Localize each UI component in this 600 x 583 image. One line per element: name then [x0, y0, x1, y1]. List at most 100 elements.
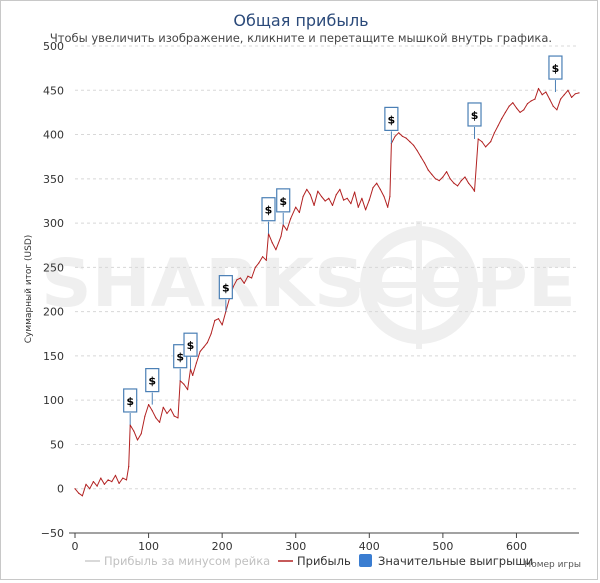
legend-box-swatch: [359, 554, 372, 567]
big-win-flag[interactable]: $: [218, 275, 233, 312]
profit-point: [389, 195, 391, 198]
flag-label: $: [222, 282, 230, 295]
profit-point: [192, 374, 194, 376]
profit-point: [354, 191, 356, 193]
profit-point: [125, 479, 128, 481]
profit-point: [114, 474, 117, 476]
flag-box: [218, 275, 233, 300]
big-win-flag[interactable]: $: [548, 55, 563, 93]
profit-point: [556, 109, 558, 111]
big-win-flag[interactable]: $: [467, 102, 482, 139]
profit-point: [159, 421, 161, 423]
profit-point: [295, 206, 297, 208]
profit-point: [302, 195, 304, 198]
y-tick-label: 300: [43, 217, 64, 230]
profit-point: [431, 173, 433, 175]
y-axis-ticks: −50 0 50 100 150 200 250 300 350 400 450 500: [41, 40, 64, 540]
profit-point: [534, 98, 536, 100]
profit-point: [468, 182, 470, 184]
profit-point: [331, 204, 334, 206]
y-axis-label: Суммарный итог (USD): [24, 235, 34, 344]
big-win-flag[interactable]: $: [276, 188, 291, 225]
profit-point: [335, 194, 337, 196]
big-win-flag[interactable]: $: [183, 332, 198, 370]
flag-label: $: [187, 339, 195, 352]
big-win-flag[interactable]: $: [145, 368, 160, 405]
x-tick-label: 400: [359, 540, 380, 553]
legend-item[interactable]: Значительные выигрыши: [359, 554, 533, 568]
legend-label: Прибыль: [297, 554, 351, 568]
watermark: SHARKSCOPE: [41, 221, 576, 349]
profit-point: [560, 98, 562, 100]
profit-point: [376, 182, 378, 184]
chart-subtitle: Чтобы увеличить изображение, кликните и …: [50, 31, 552, 45]
big-win-flag[interactable]: $: [384, 106, 399, 144]
profit-point: [89, 488, 91, 490]
profit-point: [383, 195, 385, 198]
big-win-markers: $$$$$$$$ $$: [123, 55, 563, 425]
profit-point: [280, 235, 282, 237]
profit-point: [515, 107, 518, 109]
profit-point: [442, 176, 444, 178]
profit-point: [523, 109, 525, 111]
profit-point: [247, 275, 249, 277]
profit-point: [122, 477, 124, 479]
profit-point: [221, 324, 223, 326]
flag-box: [123, 388, 138, 413]
legend-item[interactable]: Прибыль: [278, 554, 351, 568]
legend-item[interactable]: Прибыль за минусом рейка: [85, 554, 270, 568]
profit-point: [151, 410, 153, 412]
profit-point: [313, 204, 315, 206]
y-tick-label: 450: [43, 84, 64, 97]
profit-point: [346, 197, 348, 199]
profit-point: [210, 333, 212, 335]
x-axis-ticks: 0 100 200 300 400 500 600: [72, 533, 527, 553]
profit-point: [446, 171, 448, 173]
flag-box: [261, 197, 276, 222]
profit-point: [74, 488, 76, 490]
big-win-flag[interactable]: $: [261, 197, 276, 234]
profit-point: [133, 430, 135, 432]
profit-point: [387, 206, 389, 208]
profit-point: [239, 277, 242, 279]
profit-point: [357, 206, 359, 208]
profit-point: [324, 200, 326, 202]
profit-point: [286, 229, 288, 231]
profit-point: [275, 249, 277, 251]
x-tick-label: 500: [432, 540, 453, 553]
flag-label: $: [176, 351, 184, 364]
series-layer: [74, 87, 580, 497]
flag-label: $: [471, 109, 479, 122]
profit-point: [434, 178, 437, 180]
profit-point: [298, 211, 300, 214]
flag-box: [183, 332, 198, 357]
profit-point: [545, 91, 547, 93]
profit-point: [361, 197, 363, 199]
profit-point: [243, 282, 245, 284]
profit-point: [195, 362, 197, 364]
profit-point: [166, 412, 168, 415]
flag-box: [276, 188, 291, 213]
watermark-text: SHARKSCOPE: [41, 245, 576, 322]
profit-point: [477, 138, 479, 140]
profit-point: [552, 105, 554, 107]
profit-point: [271, 242, 273, 244]
y-tick-label: 500: [43, 40, 64, 53]
profit-point: [471, 187, 473, 189]
y-tick-label: 0: [57, 483, 64, 496]
profit-point: [162, 406, 164, 408]
profit-point: [81, 495, 83, 497]
y-tick-label: 400: [43, 129, 64, 142]
big-win-flag[interactable]: $: [123, 388, 138, 425]
profit-point: [236, 279, 238, 281]
x-tick-label: 600: [506, 540, 527, 553]
profit-point: [571, 96, 573, 98]
profit-point: [457, 185, 459, 187]
profit-point: [203, 346, 205, 348]
profit-point: [541, 94, 543, 96]
profit-point: [343, 199, 345, 201]
flag-label: $: [148, 375, 156, 388]
profit-point: [254, 266, 256, 268]
profit-point: [497, 125, 499, 127]
